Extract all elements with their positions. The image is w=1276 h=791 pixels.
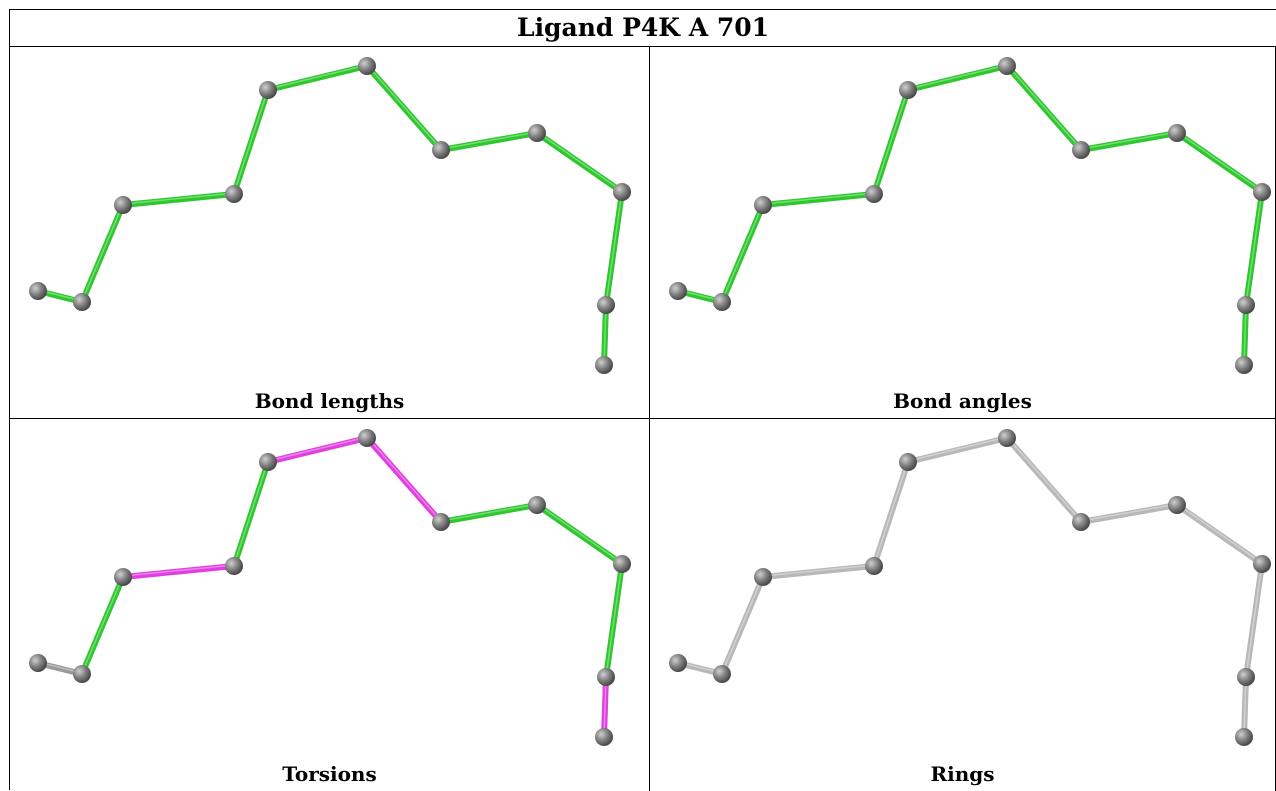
bond-4 [265,63,370,93]
bond-6 [1078,130,1180,153]
atom-3 [225,185,243,203]
caption-torsions: Torsions [282,762,377,786]
atom-9 [1237,296,1255,314]
bond-7 [534,130,625,195]
atom-10 [1235,728,1253,746]
atom-0 [29,282,47,300]
atom-5 [358,429,376,447]
bond-3 [231,87,271,197]
atom-9 [1237,668,1255,686]
atom-7 [1168,496,1186,514]
bond-5 [364,63,444,153]
bond-8 [603,189,625,308]
caption-bond-lengths: Bond lengths [254,389,405,413]
atom-1 [73,665,91,683]
atom-3 [865,185,883,203]
bond-7 [534,502,625,567]
atom-6 [432,513,450,531]
atom-4 [899,81,917,99]
ligand-structure-bond-angles [669,57,1271,374]
atom-2 [114,196,132,214]
bond-8 [1243,189,1265,308]
bond-7 [1174,502,1265,567]
atom-1 [713,293,731,311]
bond-1 [719,574,766,677]
atom-1 [73,293,91,311]
atom-4 [899,453,917,471]
bond-1 [719,202,766,305]
bond-4 [905,63,1010,93]
bond-3 [871,459,911,569]
caption-rings: Rings [930,762,995,786]
bond-4 [905,435,1010,465]
atom-4 [259,453,277,471]
atom-8 [1253,183,1271,201]
atom-5 [358,57,376,75]
bond-9 [601,302,609,368]
atom-10 [595,356,613,374]
atom-2 [114,568,132,586]
bond-1 [79,574,126,677]
atom-4 [259,81,277,99]
atom-0 [29,654,47,672]
bond-8 [603,561,625,680]
bond-9 [1241,674,1249,740]
atom-2 [754,196,772,214]
atom-10 [595,728,613,746]
bond-2 [120,563,237,580]
atom-10 [1235,356,1253,374]
bond-9 [1241,302,1249,368]
bond-7 [1174,130,1265,195]
atom-9 [597,296,615,314]
bond-6 [438,130,540,153]
bond-5 [364,435,444,525]
caption-bond-angles: Bond angles [893,389,1032,413]
atom-0 [669,654,687,672]
bond-2 [760,191,877,208]
bond-2 [760,563,877,580]
atom-2 [754,568,772,586]
atom-8 [1253,555,1271,573]
atom-6 [1072,141,1090,159]
atom-6 [432,141,450,159]
bond-9 [601,674,609,740]
bond-3 [871,87,911,197]
atom-8 [613,183,631,201]
bond-1 [79,202,126,305]
atom-6 [1072,513,1090,531]
bond-6 [1078,502,1180,525]
atom-3 [225,557,243,575]
atom-1 [713,665,731,683]
atom-7 [528,496,546,514]
atom-8 [613,555,631,573]
atom-7 [528,124,546,142]
ligand-structure-rings [669,429,1271,746]
bond-2 [120,191,237,208]
bond-8 [1243,561,1265,680]
ligand-report-frame: Ligand P4K A 701 Bond lengths Bond angle… [9,9,1276,791]
panel-torsions: Torsions [10,419,650,791]
atom-3 [865,557,883,575]
panel-bond-angles: Bond angles [650,47,1276,419]
ligand-structure-torsions [29,429,631,746]
bond-4 [265,435,370,465]
ligand-structure-bond-lengths [29,57,631,374]
panel-rings: Rings [650,419,1276,791]
bond-3 [231,459,271,569]
panel-bond-lengths: Bond lengths [10,47,650,419]
atom-5 [998,429,1016,447]
bond-5 [1004,63,1084,153]
bond-6 [438,502,540,525]
atom-5 [998,57,1016,75]
atom-0 [669,282,687,300]
atom-9 [597,668,615,686]
atom-7 [1168,124,1186,142]
bond-5 [1004,435,1084,525]
page-title: Ligand P4K A 701 [10,10,1276,47]
